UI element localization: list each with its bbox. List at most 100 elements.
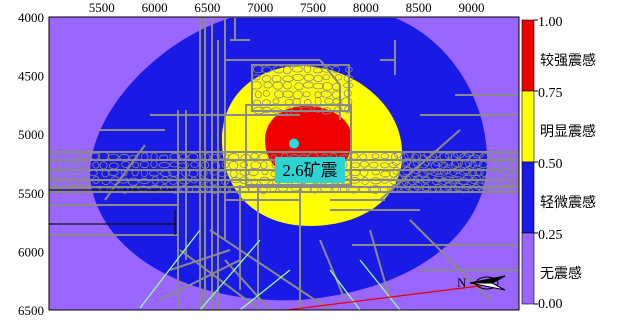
legend: 1.00 较强震感 0.75 明显震感 0.50 轻微震感 0.25 无震感 0.00 [521, 15, 596, 312]
pebble-mark [444, 152, 453, 159]
x-tick-label: 9000 [458, 0, 484, 15]
pebble-mark [361, 177, 369, 186]
pebble-mark [359, 160, 369, 168]
pebble-mark [51, 177, 59, 186]
pebble-mark [369, 185, 382, 194]
pebble-mark [282, 65, 292, 75]
y-tick-label: 4000 [18, 10, 44, 25]
x-tick-label: 7000 [247, 0, 273, 15]
pebble-mark [272, 98, 280, 105]
pebble-mark [140, 160, 149, 169]
pebble-mark [464, 158, 473, 168]
event-label-text: 2.6矿震 [282, 161, 337, 180]
pebble-mark [380, 170, 391, 178]
y-axis-tick-labels: 4000 4500 5000 5500 6000 6500 [18, 10, 53, 318]
x-tick-label: 5500 [89, 0, 115, 15]
pebble-mark [127, 177, 139, 186]
pebble-mark [469, 161, 477, 168]
pebble-mark [69, 177, 81, 186]
pebble-mark [333, 106, 343, 113]
pebble-mark [292, 73, 304, 82]
legend-value: 1.00 [538, 15, 563, 30]
pebble-mark [472, 175, 481, 182]
pebble-mark [490, 162, 499, 170]
x-tick-label: 6500 [194, 0, 220, 15]
pebble-mark [322, 74, 331, 81]
pebble-mark [478, 160, 488, 169]
y-tick-label: 6000 [18, 244, 44, 259]
legend-label: 无震感 [540, 265, 582, 282]
pebble-mark [402, 158, 411, 167]
plot-frame [48, 16, 520, 311]
x-tick-label: 7500 [300, 0, 326, 15]
pebble-mark [254, 90, 262, 99]
pebble-mark [302, 91, 311, 98]
legend-label: 明显震感 [540, 123, 596, 140]
boundary-line [286, 284, 488, 310]
pebble-mark [271, 74, 282, 83]
x-tick-label: 6000 [142, 0, 168, 15]
pebble-mark [348, 185, 359, 194]
x-axis-tick-labels: 5500 6000 6500 7000 7500 8000 8500 9000 [89, 0, 484, 21]
y-tick-label: 6500 [18, 303, 44, 318]
pebble-mark [158, 162, 171, 169]
pebble-mark [438, 161, 448, 168]
pebble-mark [272, 81, 283, 90]
pebble-mark [469, 168, 477, 177]
legend-label: 轻微震感 [540, 194, 596, 211]
pebble-mark [423, 168, 435, 175]
event-label: 2.6矿震 [275, 157, 345, 183]
pebble-mark [294, 82, 304, 91]
pebble-mark [380, 153, 390, 160]
pebble-mark [359, 168, 369, 177]
pebble-mark [109, 162, 119, 170]
pebble-mark [321, 66, 333, 73]
pebble-mark [371, 153, 380, 160]
north-arrow: N [457, 275, 506, 291]
pebble-mark [248, 167, 259, 177]
pebble-mark [434, 167, 444, 175]
pebble-mark [282, 81, 293, 90]
legend-color-swatch [521, 232, 535, 305]
pebble-mark [261, 66, 272, 74]
legend-value: 0.25 [538, 228, 563, 243]
x-tick-label: 8000 [353, 0, 379, 15]
pebble-mark [499, 168, 511, 176]
pebble-mark [79, 162, 88, 168]
pebble-mark [391, 158, 401, 166]
x-tick-label: 8500 [406, 0, 432, 15]
pebble-mark [313, 74, 323, 83]
pebble-mark [139, 178, 150, 185]
pebble-mark [92, 161, 100, 169]
pebble-mark [474, 168, 484, 176]
pebble-mark [499, 160, 508, 168]
pebble-mark [260, 106, 272, 114]
pebble-mark [282, 90, 294, 98]
pebble-mark [260, 161, 268, 170]
y-tick-label: 4500 [18, 69, 44, 84]
survey-guides [139, 229, 401, 310]
pebble-mark [263, 81, 273, 89]
legend-bottom-value: 0.00 [538, 297, 563, 312]
north-arrow-icon [469, 275, 506, 291]
pebble-mark [332, 65, 340, 74]
pebble-mark [99, 161, 108, 170]
legend-color-swatch [521, 161, 535, 234]
pebble-mark [402, 166, 412, 176]
pebble-mark [334, 74, 343, 81]
pebble-mark [412, 175, 423, 182]
pebble-mark [78, 177, 90, 186]
pebble-mark [121, 160, 130, 168]
pebble-mark [451, 158, 463, 168]
pebble-mark [433, 175, 445, 183]
y-tick-label: 5500 [18, 186, 44, 201]
north-letter: N [457, 275, 467, 290]
legend-color-swatch [521, 90, 535, 163]
pebble-mark [303, 73, 314, 82]
epicenter-marker [289, 138, 300, 149]
pebble-mark [190, 161, 199, 168]
legend-label: 较强震感 [540, 52, 596, 69]
legend-color-swatch [521, 19, 535, 92]
pebble-mark [368, 161, 379, 169]
